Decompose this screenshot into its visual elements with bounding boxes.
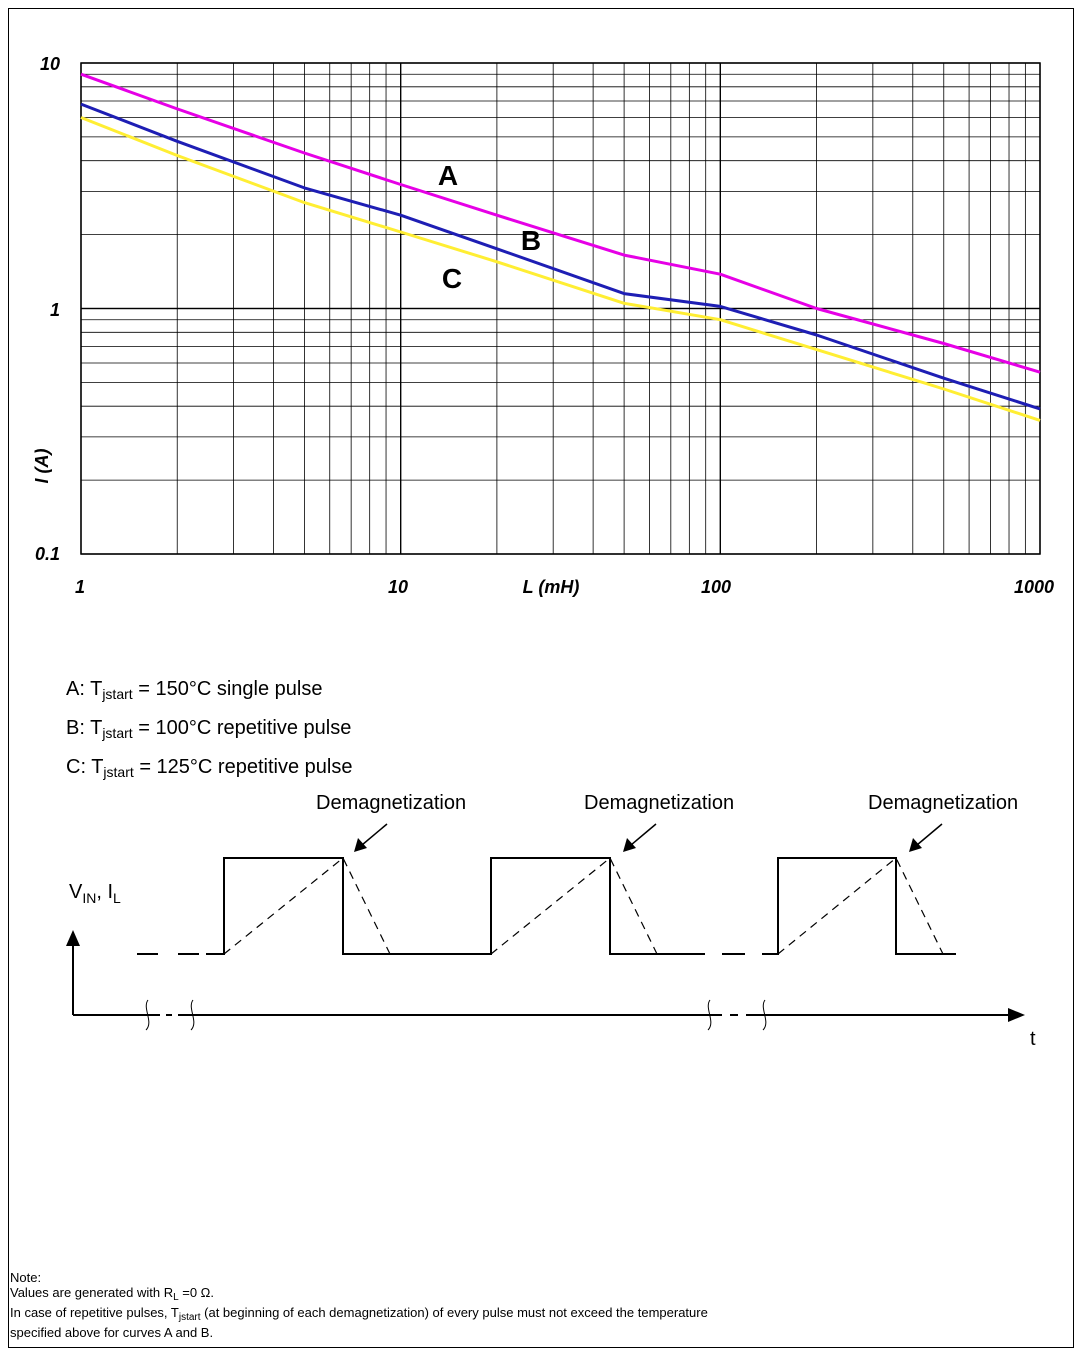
note-line-3: specified above for curves A and B.	[10, 1325, 214, 1340]
series-line-a	[80, 72, 1041, 374]
note-line-1: Values are generated with RL =0 Ω.	[10, 1285, 215, 1303]
series-line-b	[80, 102, 1041, 411]
figure-frame	[8, 8, 1074, 1348]
x-tick-label: 1000	[1014, 577, 1054, 597]
note-block: Note: Values are generated with RL =0 Ω.…	[10, 1270, 1070, 1340]
x-tick-label: 10	[388, 577, 408, 597]
inductance-current-chart: 1 10 100 1000 0.1 1 10 L (mH) I (A) A B C	[32, 54, 1054, 597]
legend-entry-a: A: Tjstart = 150°C single pulse	[66, 678, 323, 702]
plot-frame	[80, 62, 1041, 555]
legend-entry-c: C: Tjstart = 125°C repetitive pulse	[66, 756, 353, 780]
curve-label-b: B	[521, 225, 541, 256]
note-line-2: In case of repetitive pulses, Tjstart (a…	[10, 1305, 708, 1323]
x-axis-title: L (mH)	[523, 577, 580, 597]
note-title: Note:	[10, 1270, 42, 1285]
curve-label-c: C	[442, 263, 462, 294]
x-tick-label: 1	[75, 577, 85, 597]
y-tick-label: 10	[40, 54, 60, 74]
curve-legend: A: Tjstart = 150°C single pulse B: Tjsta…	[66, 672, 352, 789]
y-tick-label: 0.1	[35, 544, 60, 564]
x-tick-label: 100	[701, 577, 731, 597]
curve-label-a: A	[438, 160, 458, 191]
series-line-c	[80, 116, 1041, 422]
y-tick-label: 1	[50, 300, 60, 320]
legend-entry-b: B: Tjstart = 100°C repetitive pulse	[66, 717, 352, 741]
y-axis-title: I (A)	[32, 449, 52, 484]
